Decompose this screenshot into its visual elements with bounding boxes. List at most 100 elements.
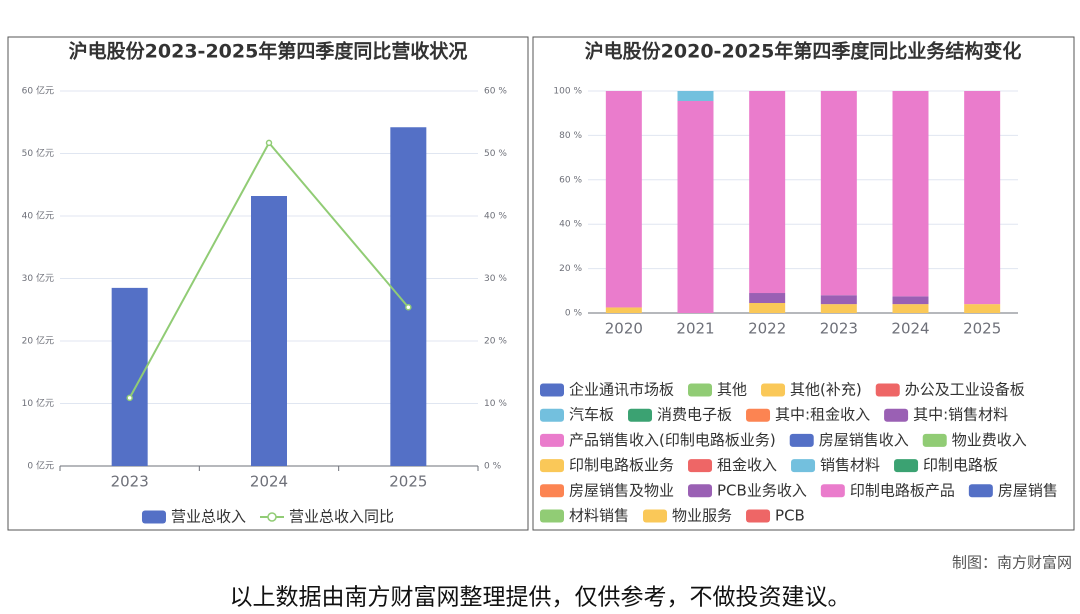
point [126,394,133,402]
y-tick-label: 30 亿元 [22,272,54,284]
x-tick-label: 2021 [676,320,714,338]
legend-label: 销售材料 [820,456,880,474]
legend-swatch [141,510,166,524]
y-tick-label: 50 亿元 [22,147,54,159]
legend-item: 其中:销售材料 [884,406,1008,424]
legend-swatch [922,433,947,447]
y-tick-label: 20 亿元 [22,335,54,347]
legend-label: 办公及工业设备板 [905,381,1025,399]
x-tick-label: 2024 [250,473,288,491]
legend-label: 其他(补充) [790,381,862,399]
legend-swatch [540,433,564,447]
legend-item: PCB [746,507,805,525]
legend-label: 物业费收入 [952,431,1027,449]
bar [820,304,857,313]
legend-swatch [540,484,564,498]
legend-item: 消费电子板 [628,406,732,424]
legend-label: 产品销售收入(印制电路板业务) [569,431,776,449]
y2-tick-label: 0 % [484,462,502,472]
legend-swatch [688,459,713,473]
legend-item: 产品销售收入(印制电路板业务) [540,431,776,449]
legend-label: 企业通讯市场板 [569,381,674,399]
legend-label: 房屋销售 [998,481,1058,499]
bar [605,91,642,308]
chart-title: 沪电股份2020-2025年第四季度同比业务结构变化 [585,40,1022,63]
legend-item: 房屋销售 [968,481,1058,499]
bar [111,287,148,466]
x-tick-label: 2024 [891,320,929,338]
legend-item: 其他 [688,381,747,399]
y-tick-label: 60 % [559,175,582,185]
legend-swatch [875,383,900,397]
y-tick-label: 10 亿元 [22,397,54,409]
legend-label: 印制电路板业务 [569,456,674,474]
legend-label: 其他 [717,381,747,399]
legend-item: 印制电路板产品 [820,481,955,499]
y2-tick-label: 10 % [484,399,507,409]
legend-label: 租金收入 [717,456,777,474]
bar [677,100,714,314]
legend-swatch [688,383,713,397]
legend-label: 房屋销售收入 [819,431,909,449]
chart-title: 沪电股份2023-2025年第四季度同比营收状况 [69,40,468,63]
legend-label: 房屋销售及物业 [569,481,674,499]
y-tick-label: 60 亿元 [22,85,54,97]
legend-label: 营业总收入同比 [289,508,394,526]
legend-swatch [746,509,771,523]
x-tick-label: 2025 [389,473,427,491]
legend-swatch [267,512,277,522]
legend-item: 销售材料 [791,456,880,474]
legend-label: 消费电子板 [657,406,732,424]
legend-swatch [643,509,668,523]
legend-label: 印制电路板 [923,456,998,474]
bar [820,295,857,305]
y2-tick-label: 20 % [484,337,507,347]
bar [820,91,857,296]
legend-swatch [820,484,845,498]
legend-swatch [789,433,814,447]
point [405,304,412,311]
legend-swatch [688,484,713,498]
y2-tick-label: 30 % [484,274,507,284]
legend-label: 印制电路板产品 [850,481,955,499]
legend-item: 材料销售 [540,507,629,525]
legend-label: 营业总收入 [171,508,246,526]
legend-label: PCB [775,507,805,525]
legend-item: 办公及工业设备板 [875,381,1025,399]
x-tick-label: 2022 [748,320,786,338]
disclaimer: 以上数据由南方财富网整理提供，仅供参考，不做投资建议。 [230,585,851,611]
legend-swatch [761,383,786,397]
y-tick-label: 40 亿元 [22,210,54,222]
bar [749,91,786,294]
legend-swatch [894,459,919,473]
legend-item: 其他(补充) [761,381,862,399]
bar [251,196,287,466]
legend-item: PCB业务收入 [688,481,807,499]
y2-tick-label: 50 % [484,149,507,159]
y2-tick-label: 60 % [484,87,507,97]
legend-item: 物业费收入 [922,431,1027,449]
legend-item: 汽车板 [540,406,614,424]
legend-label: 材料销售 [569,507,629,525]
bar [892,296,929,305]
legend-label: 其中:租金收入 [775,406,870,424]
legend-swatch [628,408,653,422]
y2-tick-label: 40 % [484,212,507,222]
legend-swatch [884,408,909,422]
legend-swatch [540,383,564,397]
legend-swatch [968,484,993,498]
legend-item: 其中:租金收入 [746,406,870,424]
legend-label: 其中:销售材料 [913,406,1008,424]
bar [605,307,642,313]
legend-item: 租金收入 [688,456,777,474]
legend-swatch [540,408,564,422]
bar [964,91,1001,305]
point [265,139,273,147]
legend-item: 营业总收入同比 [260,508,394,526]
legend-swatch [540,509,564,523]
x-tick-label: 2025 [963,320,1001,338]
bar [892,304,929,313]
legend-label: 物业服务 [672,507,732,525]
x-tick-label: 2023 [111,473,149,491]
